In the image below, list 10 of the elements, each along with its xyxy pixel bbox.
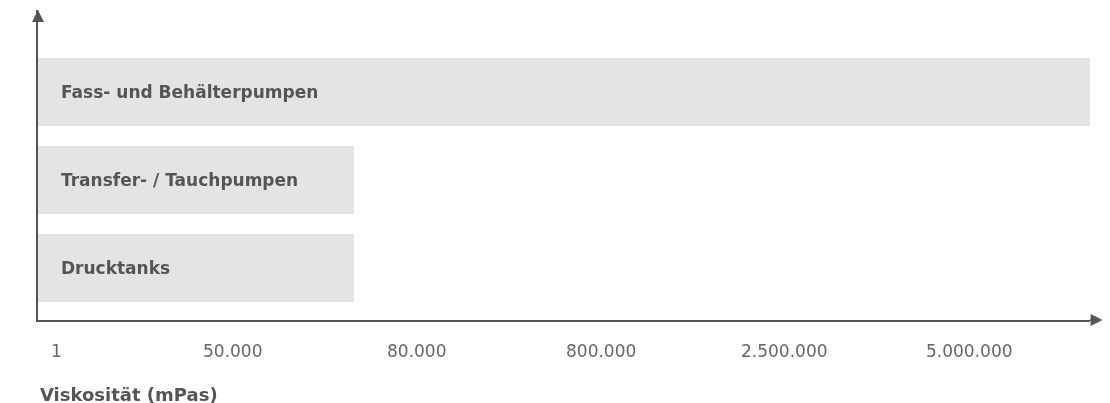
x-axis-title: Viskosität (mPas) <box>40 384 218 403</box>
text: 80.000 <box>387 341 447 361</box>
y-tick-label: Transfer- / Tauchpumpen <box>61 170 299 190</box>
text: 800.000 <box>566 341 637 361</box>
text: 5.000.000 <box>926 341 1013 361</box>
text: 50.000 <box>203 341 263 361</box>
y-tick-label: Drucktanks <box>61 258 171 278</box>
text: 2.500.000 <box>741 341 828 361</box>
text: 1 <box>51 341 62 361</box>
y-tick-label: Fass- und Behälterpumpen <box>61 82 319 102</box>
